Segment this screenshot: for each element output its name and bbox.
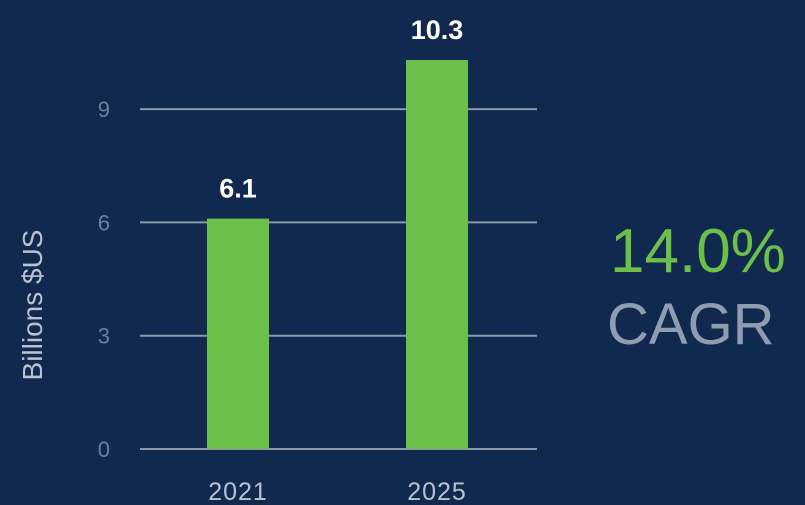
- bars: [207, 60, 468, 449]
- grid-lines: [140, 108, 537, 450]
- x-tick-label-2025: 2025: [407, 478, 467, 505]
- bar-2021: [207, 218, 269, 449]
- data-labels: 6.1 10.3: [219, 15, 463, 204]
- x-axis-categories: 2021 2025: [208, 478, 467, 505]
- data-label-2025: 10.3: [411, 15, 464, 45]
- bar-2025: [406, 60, 468, 449]
- y-tick-label-9: 9: [98, 97, 110, 122]
- y-axis-ticks: 0 3 6 9: [98, 97, 110, 462]
- data-label-2021: 6.1: [219, 174, 257, 204]
- cagr-label: CAGR: [607, 292, 775, 357]
- y-tick-label-6: 6: [98, 210, 110, 235]
- y-axis-label: Billions $US: [17, 230, 48, 381]
- y-tick-label-3: 3: [98, 324, 110, 349]
- x-tick-label-2021: 2021: [208, 478, 268, 505]
- cagr-value: 14.0%: [610, 217, 786, 286]
- y-tick-label-0: 0: [98, 437, 110, 462]
